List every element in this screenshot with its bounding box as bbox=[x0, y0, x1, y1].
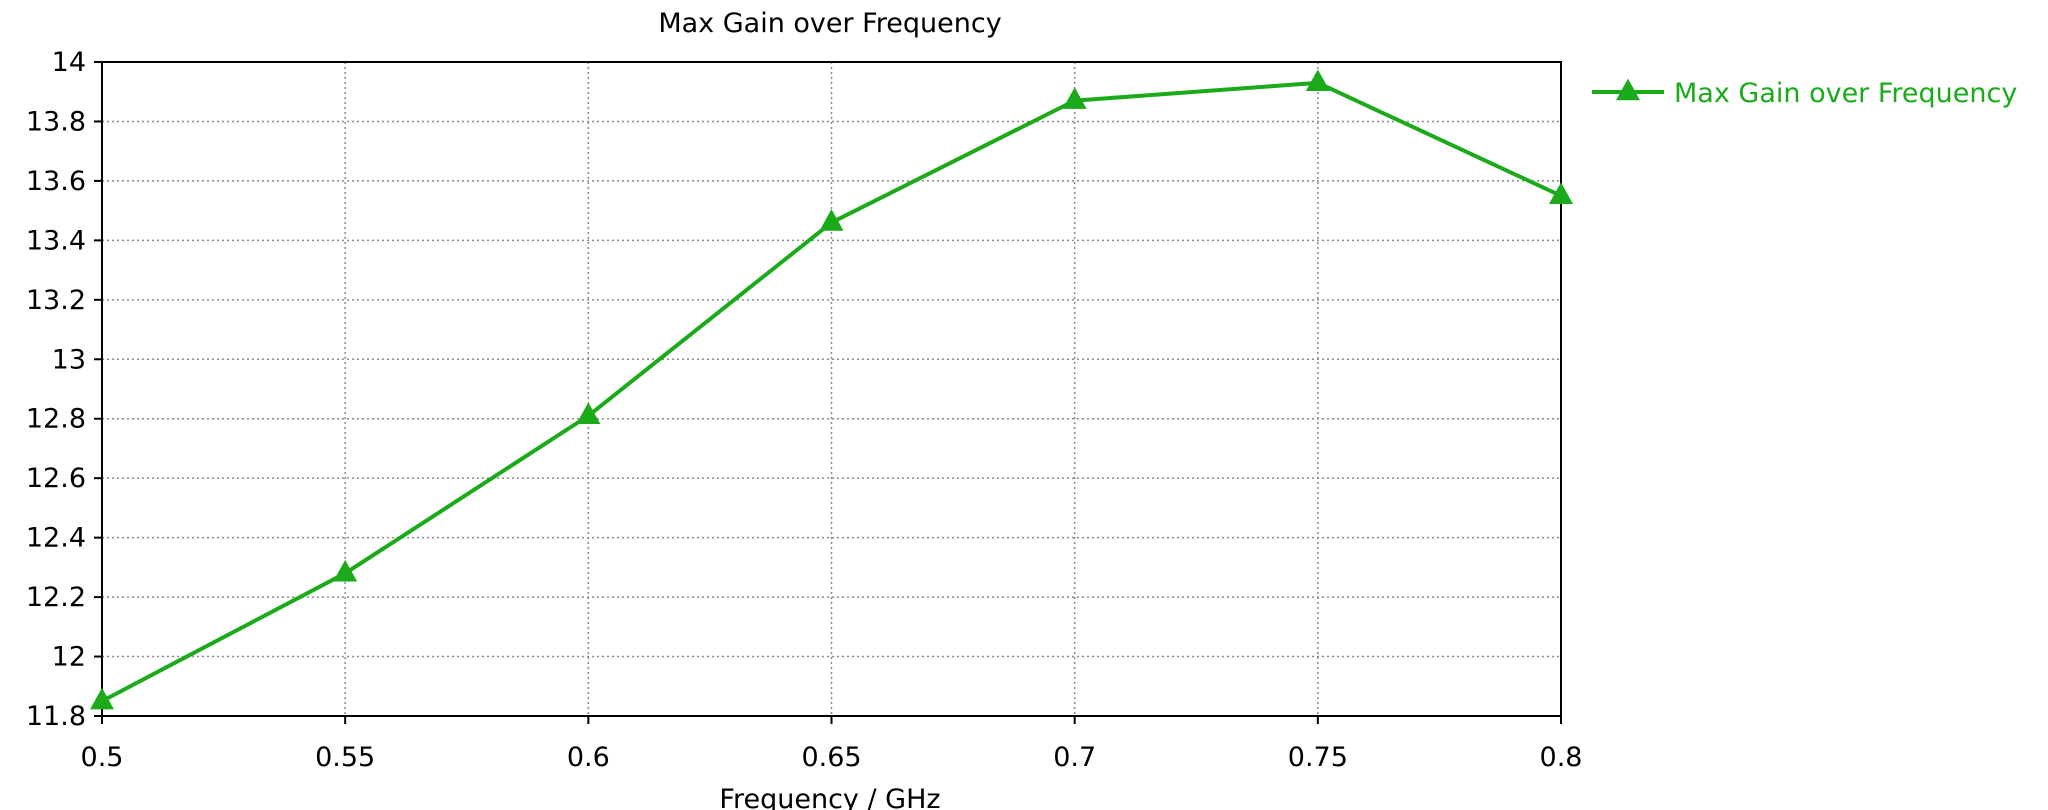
x-tick-label: 0.65 bbox=[801, 742, 861, 773]
y-tick-label: 11.8 bbox=[26, 701, 86, 732]
y-tick-label: 13 bbox=[52, 344, 86, 375]
data-point-marker bbox=[819, 209, 844, 231]
data-point-marker bbox=[1062, 87, 1087, 109]
x-tick-label: 0.55 bbox=[315, 742, 375, 773]
x-tick-label: 0.8 bbox=[1540, 742, 1583, 773]
y-tick-label: 13.2 bbox=[26, 285, 86, 316]
grid bbox=[102, 62, 1561, 716]
y-tick-label: 14 bbox=[52, 47, 86, 78]
y-tick-label: 13.8 bbox=[26, 106, 86, 137]
x-tick-label: 0.7 bbox=[1053, 742, 1096, 773]
y-axis-ticks: 11.8 12 12.2 12.4 12.6 12.8 13 13.2 13.4 13.6 13.8… bbox=[26, 47, 102, 732]
data-point-marker bbox=[90, 687, 114, 710]
y-tick-label: 12 bbox=[52, 642, 86, 673]
data-point-marker bbox=[1305, 69, 1330, 92]
legend-label: Max Gain over Frequency bbox=[1674, 78, 2017, 109]
chart-title: Max Gain over Frequency bbox=[658, 8, 1001, 39]
legend: Max Gain over Frequency bbox=[1592, 78, 2017, 109]
y-tick-label: 13.4 bbox=[26, 225, 86, 256]
legend-marker-triangle bbox=[1616, 78, 1640, 101]
y-tick-label: 12.8 bbox=[26, 404, 86, 435]
data-point-marker bbox=[333, 559, 358, 582]
x-axis-ticks: 0.5 0.55 0.6 0.65 0.7 0.75 0.8 bbox=[81, 716, 1583, 773]
x-tick-label: 0.5 bbox=[81, 742, 124, 773]
y-tick-label: 12.4 bbox=[26, 523, 86, 554]
y-tick-label: 12.6 bbox=[26, 463, 86, 494]
data-point-marker bbox=[576, 402, 601, 424]
x-tick-label: 0.6 bbox=[567, 742, 610, 773]
series-layer bbox=[90, 69, 1573, 710]
x-tick-label: 0.75 bbox=[1288, 742, 1348, 773]
x-axis-label: Frequency / GHz bbox=[719, 784, 940, 810]
data-point-marker bbox=[1549, 182, 1573, 204]
y-tick-label: 12.2 bbox=[26, 582, 86, 613]
y-tick-label: 13.6 bbox=[26, 166, 86, 197]
